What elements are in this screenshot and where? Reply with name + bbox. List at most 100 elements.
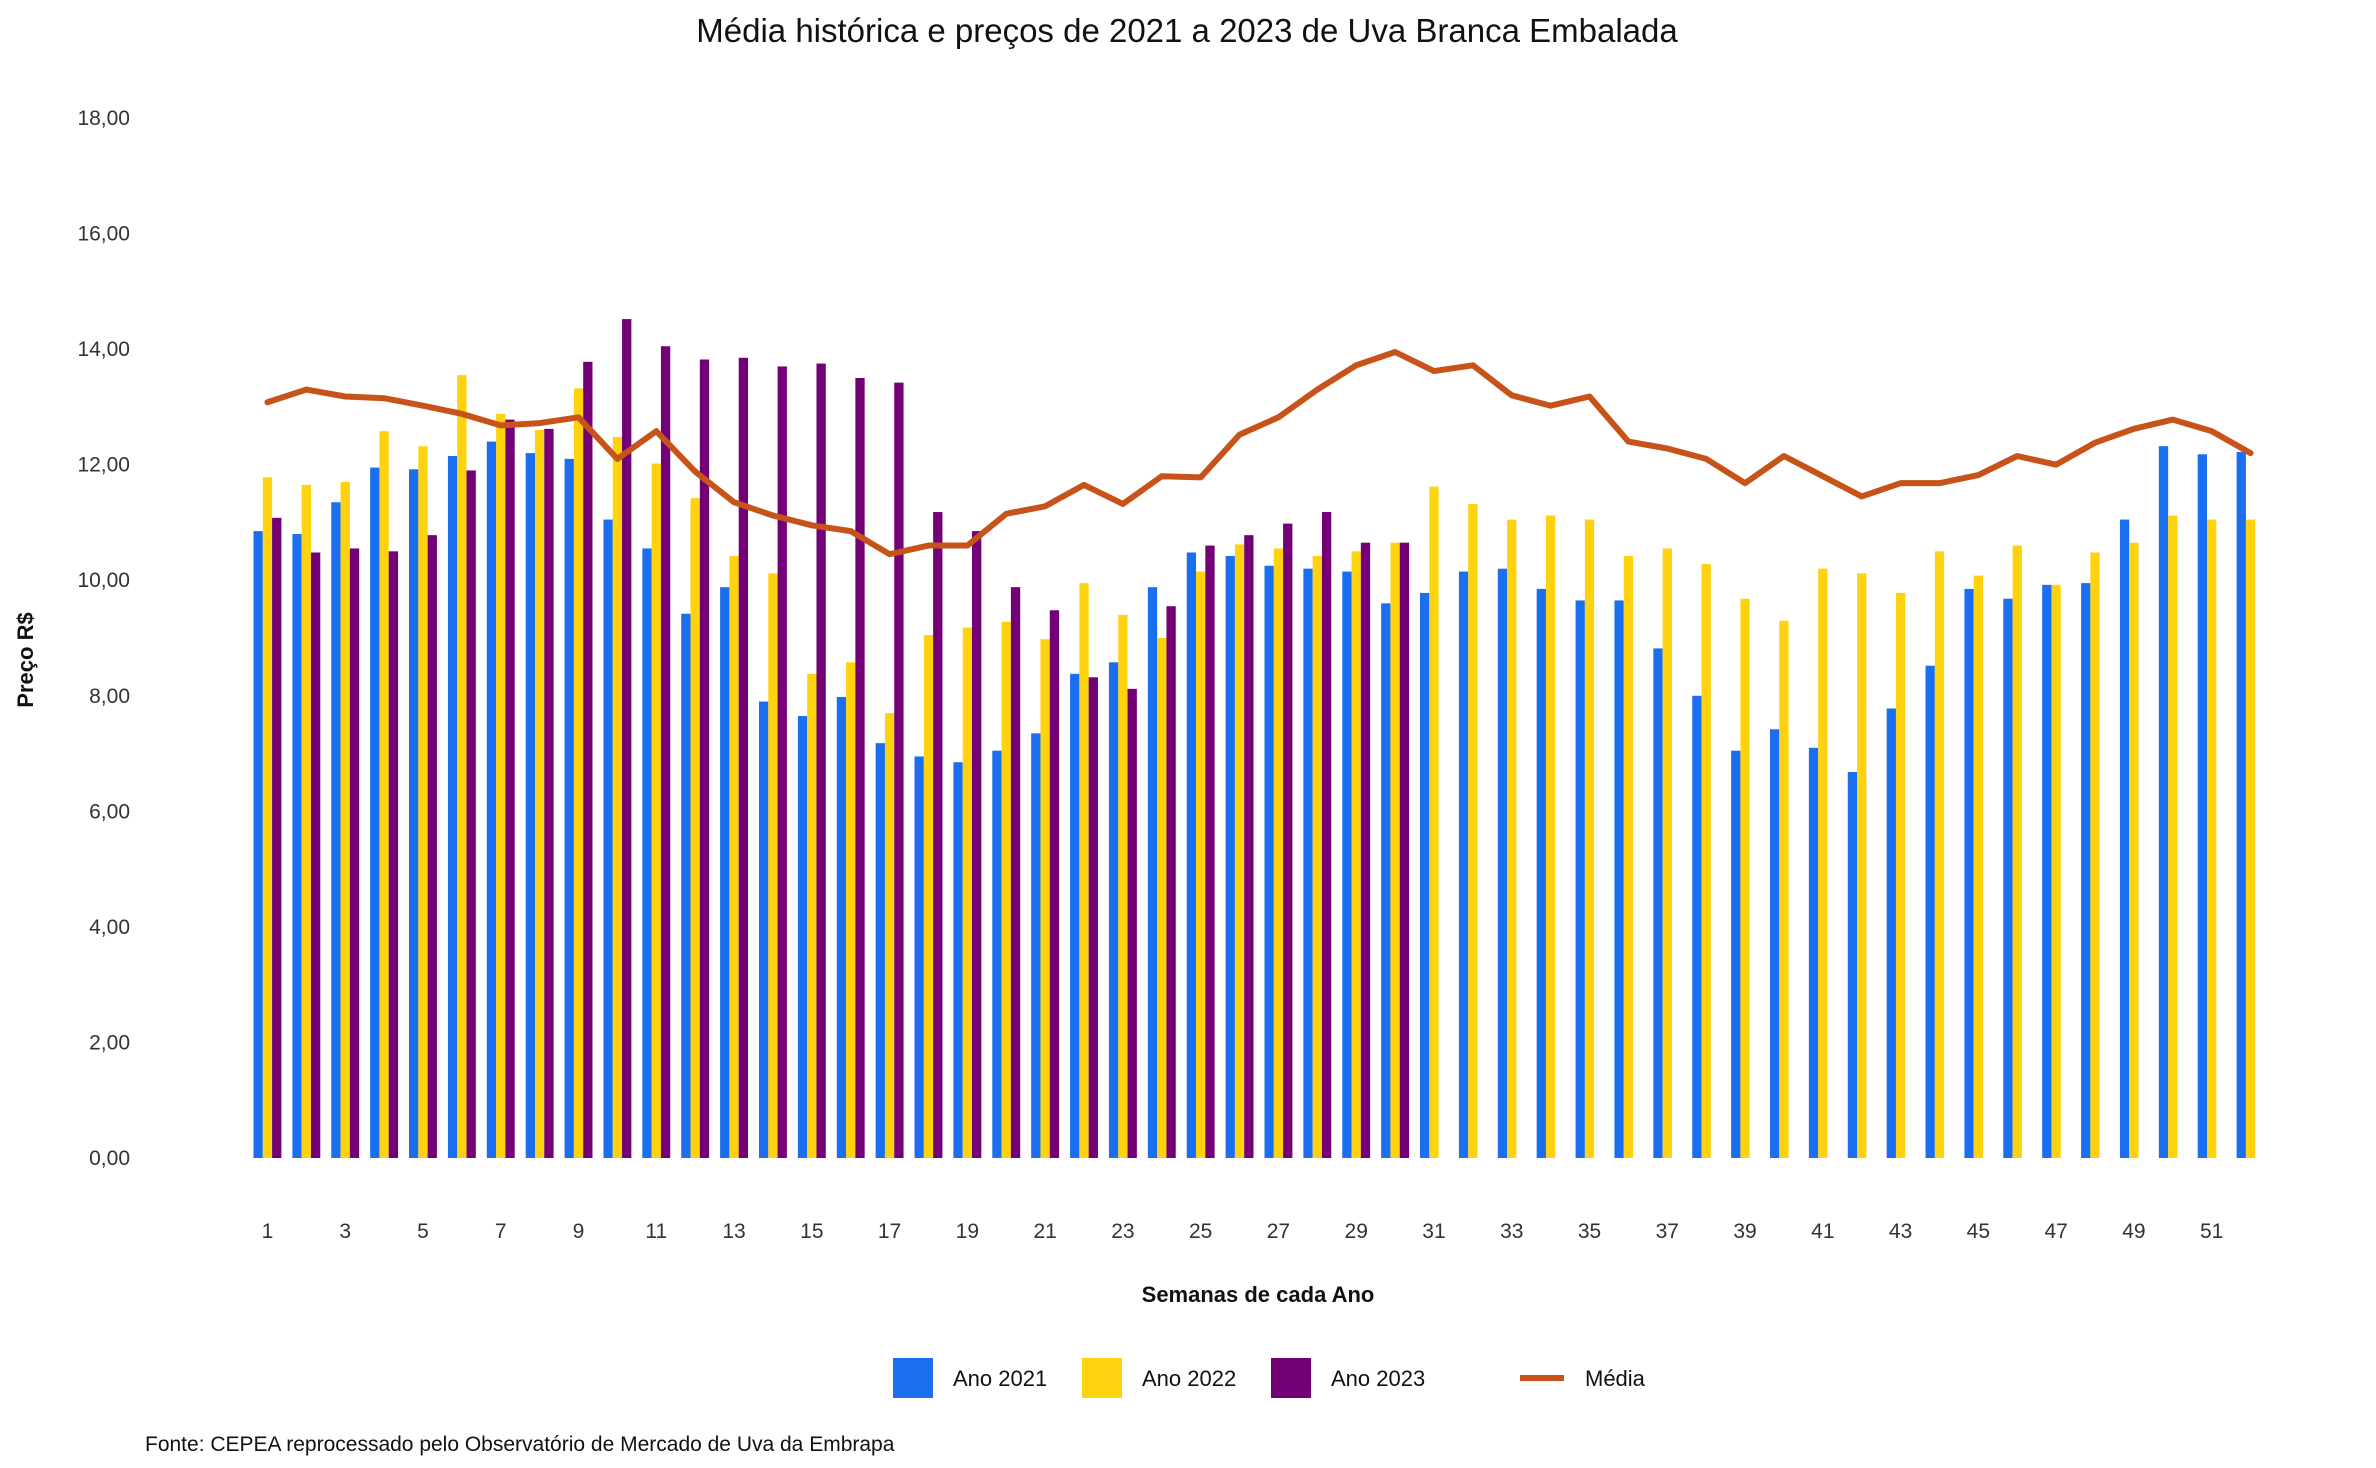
bar-ano-2023-week-9: [583, 361, 593, 1158]
bar-ano-2023-week-19: [972, 531, 982, 1158]
bar-ano-2021-week-32: [1458, 571, 1469, 1158]
x-tick-label: 27: [1267, 1220, 1290, 1243]
bar-ano-2022-week-48: [2090, 552, 2100, 1158]
bar-ano-2022-week-18: [923, 635, 934, 1158]
bar-ano-2022-week-29: [1351, 551, 1361, 1158]
x-tick-label: 31: [1422, 1220, 1445, 1243]
x-tick-label: 11: [645, 1220, 667, 1243]
bar-ano-2023-week-10: [622, 319, 632, 1158]
x-tick-label: 51: [2200, 1220, 2223, 1243]
x-tick-label: 47: [2044, 1220, 2067, 1243]
bar-ano-2022-week-32: [1468, 503, 1478, 1159]
bar-ano-2021-week-24: [1147, 587, 1158, 1158]
bar-ano-2023-week-16: [855, 378, 865, 1158]
x-tick-label: 1: [262, 1220, 274, 1243]
bar-ano-2022-week-11: [651, 463, 661, 1158]
bar-ano-2022-week-2: [301, 484, 311, 1158]
average-line-group: [264, 349, 2254, 558]
x-tick-label: 41: [1811, 1220, 1834, 1243]
y-tick-label: 0,00: [89, 1147, 130, 1170]
bar-ano-2021-week-6: [447, 456, 458, 1158]
bar-ano-2021-week-29: [1342, 571, 1352, 1158]
bar-ano-2021-week-50: [2158, 446, 2169, 1158]
bar-ano-2021-week-9: [564, 458, 574, 1158]
x-tick-label: 45: [1967, 1220, 1990, 1243]
bar-ano-2023-week-13: [738, 357, 749, 1158]
bar-ano-2022-week-9: [573, 388, 584, 1158]
y-tick-label: 6,00: [89, 800, 130, 823]
y-tick-label: 14,00: [77, 338, 130, 361]
x-tick-label: 3: [339, 1220, 351, 1243]
bar-ano-2021-week-17: [875, 743, 885, 1158]
x-tick-label: 29: [1345, 1220, 1368, 1243]
bar-ano-2022-week-14: [768, 573, 778, 1158]
bar-ano-2021-week-40: [1769, 729, 1780, 1158]
bar-ano-2021-week-33: [1497, 568, 1508, 1158]
bar-ano-2023-week-23: [1127, 688, 1137, 1158]
bar-ano-2021-week-4: [370, 467, 380, 1158]
bar-ano-2022-week-45: [1973, 575, 1984, 1158]
bar-ano-2021-week-49: [2119, 519, 2130, 1158]
bar-ano-2022-week-8: [534, 430, 545, 1158]
legend-label: Média: [1585, 1366, 1646, 1391]
bar-ano-2021-week-7: [486, 441, 497, 1158]
bar-ano-2023-week-25: [1205, 545, 1215, 1158]
bar-ano-2023-week-21: [1049, 610, 1060, 1158]
y-tick-label: 12,00: [77, 454, 130, 477]
bar-ano-2022-week-37: [1662, 548, 1672, 1158]
bar-ano-2023-week-2: [310, 552, 321, 1158]
bar-ano-2021-week-15: [797, 716, 808, 1158]
x-tick-label: 37: [1656, 1220, 1679, 1243]
bar-ano-2022-week-3: [340, 482, 350, 1158]
bar-ano-2022-week-26: [1234, 544, 1245, 1158]
x-tick-label: 21: [1033, 1220, 1056, 1243]
chart-title: Média histórica e preços de 2021 a 2023 …: [696, 12, 1678, 49]
y-axis-title: Preço R$: [13, 612, 38, 707]
bar-ano-2022-week-10: [612, 436, 623, 1158]
bar-ano-2021-week-23: [1108, 662, 1119, 1158]
x-tick-label: 25: [1189, 1220, 1212, 1243]
legend-label: Ano 2023: [1331, 1366, 1425, 1391]
series-line-media: [264, 349, 2254, 558]
legend-swatch-ano-2021: [893, 1358, 933, 1398]
bar-ano-2021-week-10: [603, 519, 613, 1158]
bar-ano-2022-week-1: [262, 477, 273, 1158]
bar-ano-2022-week-17: [884, 713, 895, 1158]
bar-ano-2022-week-12: [690, 498, 700, 1158]
bar-ano-2021-week-21: [1031, 733, 1041, 1158]
bar-ano-2021-week-5: [409, 469, 419, 1158]
bar-ano-2022-week-22: [1079, 583, 1089, 1158]
bar-ano-2022-week-49: [2129, 542, 2139, 1158]
bar-ano-2023-week-7: [505, 419, 515, 1159]
x-tick-label: 9: [573, 1220, 585, 1243]
bar-ano-2022-week-40: [1779, 620, 1789, 1158]
bar-ano-2023-week-3: [349, 548, 360, 1158]
bar-ano-2023-week-5: [427, 535, 437, 1158]
bar-ano-2023-week-28: [1321, 512, 1332, 1158]
bar-ano-2023-week-14: [777, 366, 787, 1158]
x-tick-label: 23: [1111, 1220, 1134, 1243]
bar-ano-2021-week-2: [292, 534, 302, 1158]
bar-ano-2021-week-18: [914, 756, 924, 1158]
bar-ano-2022-week-27: [1273, 548, 1284, 1158]
bar-ano-2021-week-45: [1964, 588, 1974, 1158]
bar-ano-2021-week-16: [836, 696, 847, 1158]
bar-ano-2021-week-34: [1536, 588, 1546, 1158]
bar-ano-2022-week-19: [962, 627, 973, 1158]
x-tick-label: 15: [800, 1220, 823, 1243]
bar-ano-2021-week-43: [1886, 708, 1896, 1158]
bar-ano-2023-week-18: [933, 512, 943, 1158]
source-note: Fonte: CEPEA reprocessado pelo Observató…: [145, 1433, 895, 1456]
bar-ano-2022-week-34: [1545, 515, 1556, 1158]
y-tick-label: 16,00: [77, 223, 130, 246]
bar-ano-2023-week-30: [1399, 542, 1410, 1158]
bar-ano-2021-week-1: [253, 531, 263, 1158]
bar-ano-2023-week-29: [1360, 542, 1371, 1158]
bar-ano-2022-week-25: [1196, 571, 1206, 1158]
legend-swatch-ano-2022: [1082, 1358, 1122, 1398]
bar-ano-2022-week-41: [1818, 568, 1828, 1158]
bar-ano-2021-week-30: [1381, 603, 1391, 1158]
bar-ano-2022-week-16: [846, 662, 856, 1158]
x-tick-label: 5: [417, 1220, 429, 1243]
